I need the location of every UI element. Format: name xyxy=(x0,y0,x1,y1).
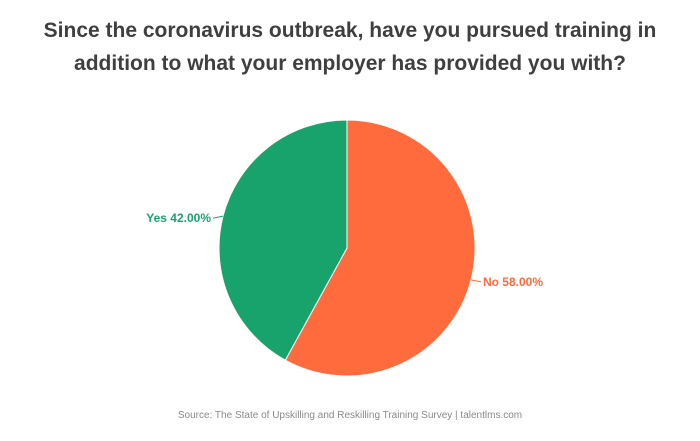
chart-title: Since the coronavirus outbreak, have you… xyxy=(20,14,680,80)
leader-line-no xyxy=(470,279,482,283)
source-note: Source: The State of Upskilling and Resk… xyxy=(177,410,523,421)
leader-line-yes xyxy=(212,215,224,219)
chart-title-line-2: addition to what your employer has provi… xyxy=(74,52,626,75)
chart-title-line-1: Since the coronavirus outbreak, have you… xyxy=(43,19,657,42)
data-label-no: No 58.00% xyxy=(483,275,543,289)
pie-slice-yes xyxy=(218,119,348,361)
data-label-yes: Yes 42.00% xyxy=(146,211,211,225)
